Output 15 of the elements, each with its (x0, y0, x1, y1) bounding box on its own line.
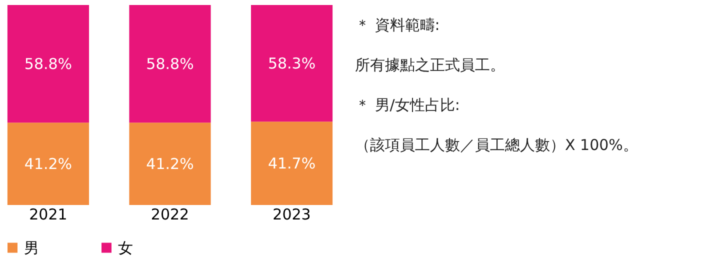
text: ＊ 男/女性占比: (355, 96, 460, 114)
x-tick-label: 2021 (29, 206, 68, 224)
x-tick-label: 2023 (272, 206, 311, 224)
data-label: 41.2% (24, 154, 72, 173)
data-label: 41.7% (268, 154, 316, 172)
data-label: 41.2% (146, 154, 194, 173)
data-label: 58.8% (24, 54, 72, 73)
legend-label: 女 (118, 238, 133, 257)
text: 所有據點之正式員工。 (355, 56, 505, 74)
x-tick-label: 2022 (150, 206, 190, 224)
data-label: 58.3% (268, 54, 316, 72)
text: （該項員工人數／員工總人數）X 100%。 (355, 136, 638, 154)
text: ＊ 資料範疇: (355, 16, 440, 34)
data-label: 58.8% (146, 54, 194, 73)
legend-label: 男 (24, 238, 39, 257)
